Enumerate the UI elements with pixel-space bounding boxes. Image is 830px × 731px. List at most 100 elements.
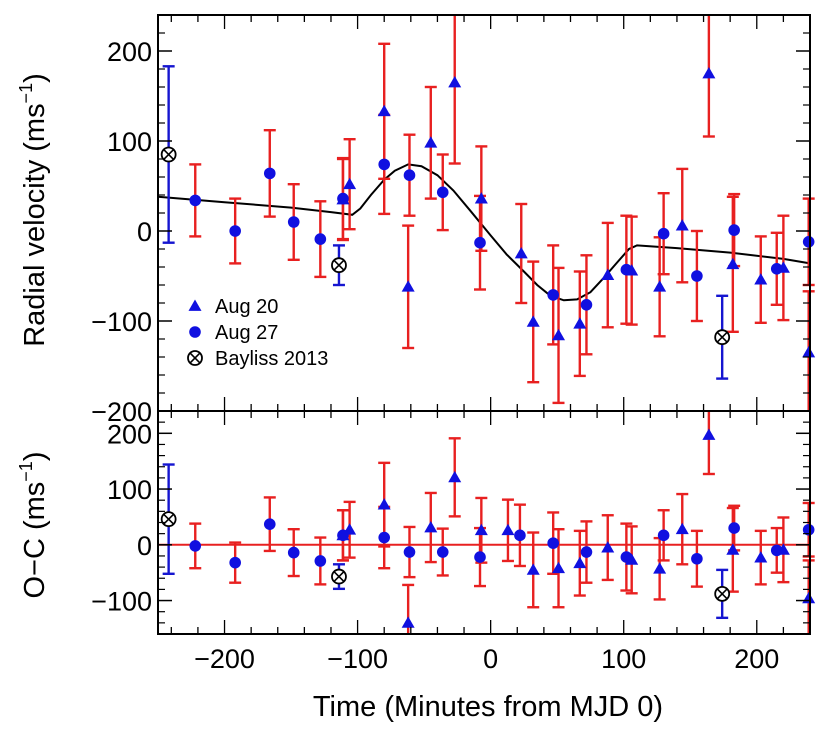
oc-data-points: [160, 411, 816, 634]
rv-point-triangle: [377, 104, 391, 117]
legend-marker-otimes: [187, 350, 203, 366]
oc-ytick-label: 0: [137, 531, 152, 561]
rv-point-otimes-cross: [163, 149, 175, 160]
rv-ytick-label: 0: [137, 217, 152, 247]
rv-point-triangle: [653, 280, 667, 292]
oc-point-triangle: [526, 563, 540, 575]
rv-point-circle: [620, 263, 633, 276]
oc-point-triangle: [573, 556, 587, 569]
rv-point-circle: [691, 270, 703, 282]
rv-y-axis-title-end: ): [19, 73, 51, 83]
rv-point-otimes-cross: [716, 331, 728, 343]
rv-point-triangle: [552, 328, 566, 341]
rv-point-triangle: [675, 219, 689, 231]
oc-point-circle: [378, 531, 391, 544]
oc-point-circle: [287, 546, 300, 559]
oc-point-circle: [436, 546, 449, 558]
rv-point-otimes: [331, 257, 347, 274]
legend-label: Aug 27: [215, 322, 278, 344]
oc-point-otimes-cross: [163, 513, 175, 525]
rv-point-circle: [337, 192, 349, 205]
rv-ytick-label: −100: [91, 307, 152, 337]
rv-point-circle: [403, 169, 416, 181]
rv-point-circle: [728, 224, 740, 236]
legend-item: Aug 20: [188, 296, 278, 318]
oc-ticks: −100 0 100 200 −200 −100 0 100 200: [91, 410, 811, 674]
rv-point-circle: [229, 225, 241, 237]
oc-xtick-label: 100: [601, 644, 646, 674]
oc-point-circle: [229, 556, 241, 569]
oc-point-circle: [580, 546, 593, 558]
legend-label: Aug 20: [215, 296, 278, 318]
rv-point-triangle: [601, 268, 615, 280]
oc-point-circle: [263, 518, 276, 530]
oc-point-circle: [189, 540, 202, 552]
oc-point-triangle: [653, 562, 667, 574]
rv-point-circle: [378, 158, 391, 171]
oc-y-axis-title: O−C (ms−1): [16, 451, 51, 598]
rv-ytick-label: −200: [91, 397, 152, 427]
oc-point-triangle: [702, 428, 716, 440]
legend-marker-circle: [189, 326, 201, 338]
oc-point-circle: [403, 546, 416, 558]
rv-point-circle: [802, 236, 815, 248]
oc-point-otimes-cross: [716, 588, 728, 600]
rv-point-triangle: [802, 346, 816, 358]
rv-point-triangle: [514, 247, 528, 259]
oc-point-triangle: [424, 521, 438, 533]
oc-y-axis-title-text: O−C (ms: [19, 482, 51, 599]
rv-panel: −200 −100 0 100 200 Aug 20 Aug 27 Bayliss 2013: [91, 14, 816, 427]
legend-marker-triangle: [188, 299, 202, 311]
oc-point-triangle: [474, 523, 488, 536]
rv-point-triangle: [573, 317, 587, 329]
oc-point-circle: [802, 523, 815, 536]
oc-point-triangle: [754, 551, 768, 563]
rv-point-triangle: [526, 315, 540, 327]
oc-point-otimes: [331, 568, 347, 585]
rv-point-triangle: [448, 76, 462, 88]
oc-ytick-label: 100: [107, 475, 152, 505]
rv-point-otimes: [160, 146, 177, 163]
rv-point-circle: [770, 263, 783, 275]
oc-panel: −100 0 100 200 −200 −100 0 100 200: [91, 410, 816, 674]
oc-point-circle: [514, 529, 526, 542]
oc-xtick-label: −200: [194, 644, 255, 674]
rv-ticks: −200 −100 0 100 200: [91, 14, 811, 427]
oc-point-circle: [770, 544, 783, 557]
oc-xtick-label: 200: [734, 644, 779, 674]
oc-y-axis-title-end: ): [19, 451, 51, 461]
oc-point-circle: [691, 552, 703, 565]
rv-point-triangle: [343, 177, 357, 190]
rv-model-curve: [157, 163, 811, 302]
oc-plot-frame: [157, 410, 811, 635]
oc-y-axis-title-sup: −1: [16, 461, 36, 482]
rv-point-circle: [547, 289, 559, 301]
rv-y-axis-title: Radial velocity (ms−1): [16, 73, 51, 347]
oc-point-otimes: [160, 511, 177, 528]
oc-point-triangle: [401, 616, 415, 628]
oc-point-circle: [620, 551, 633, 563]
oc-point-circle: [474, 551, 486, 563]
rv-point-circle: [580, 299, 593, 311]
rv-point-triangle: [474, 192, 488, 204]
legend-marker-otimes-cross: [189, 352, 201, 364]
oc-point-otimes: [714, 585, 731, 602]
rv-point-circle: [263, 167, 276, 180]
rv-model-curve-group: [157, 163, 811, 302]
oc-point-triangle: [802, 591, 816, 604]
oc-xtick-label: 0: [483, 644, 498, 674]
oc-point-triangle: [501, 523, 515, 536]
legend-item: Aug 27: [189, 322, 278, 344]
oc-point-triangle: [726, 543, 740, 555]
legend-item: Bayliss 2013: [187, 348, 328, 370]
rv-data-points: [160, 15, 816, 411]
oc-point-triangle: [601, 541, 615, 553]
rv-point-triangle: [754, 273, 768, 285]
rv-point-circle: [474, 236, 486, 249]
rv-point-circle: [657, 227, 670, 240]
oc-point-triangle: [448, 470, 462, 483]
rv-point-triangle: [401, 280, 415, 292]
rv-point-circle: [189, 194, 202, 207]
rv-y-axis-title-text: Radial velocity (ms: [19, 103, 51, 346]
